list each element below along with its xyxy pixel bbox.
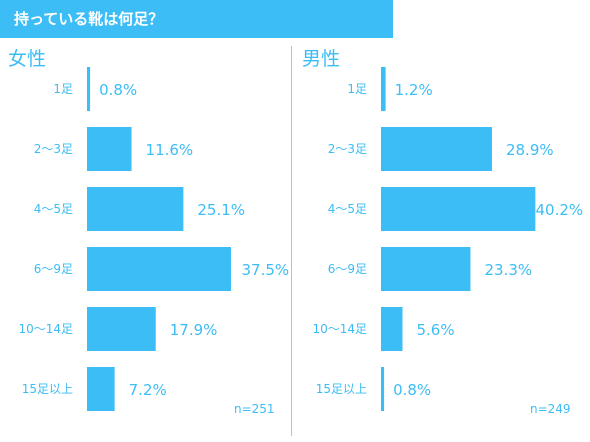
female-bar-chart: 1足 0.8% 2〜3足 11.6% 4〜5足 25.1% 6〜9足 37.5% 10〜14足 1… xyxy=(18,67,290,411)
female-bar xyxy=(87,67,91,111)
male-category-label: 4〜5足 xyxy=(328,202,367,216)
male-category-label: 6〜9足 xyxy=(328,262,367,276)
female-value-label: 11.6% xyxy=(146,141,194,159)
male-bar xyxy=(381,67,386,111)
male-panel: 男性 1足 1.2% 2〜3足 28.9% 4〜5足 40.2% 6〜9足 23.3% 10〜1… xyxy=(294,40,584,442)
chart-title: 持っている靴は何足？ xyxy=(14,10,164,28)
title-bar: 持っている靴は何足？ xyxy=(0,0,393,38)
female-bar xyxy=(87,367,115,411)
male-bar xyxy=(381,127,492,171)
female-category-label: 4〜5足 xyxy=(34,202,73,216)
female-sample-size: n=251 xyxy=(234,402,275,416)
female-category-label: 2〜3足 xyxy=(34,142,73,156)
female-panel-title: 女性 xyxy=(8,48,47,70)
male-value-label: 0.8% xyxy=(393,381,431,399)
male-category-label: 2〜3足 xyxy=(328,142,367,156)
male-bar xyxy=(381,187,536,231)
female-bar xyxy=(87,187,184,231)
male-bar xyxy=(381,307,403,351)
male-value-label: 23.3% xyxy=(484,261,532,279)
female-category-label: 6〜9足 xyxy=(34,262,73,276)
male-value-label: 40.2% xyxy=(536,201,584,219)
female-value-label: 7.2% xyxy=(129,381,167,399)
male-value-label: 28.9% xyxy=(506,141,554,159)
female-category-label: 10〜14足 xyxy=(18,322,73,336)
male-value-label: 1.2% xyxy=(395,81,433,99)
female-category-label: 15足以上 xyxy=(22,382,73,396)
male-bar xyxy=(381,367,385,411)
male-sample-size: n=249 xyxy=(530,402,571,416)
female-bar xyxy=(87,247,231,291)
female-bar xyxy=(87,307,156,351)
male-bar xyxy=(381,247,471,291)
male-value-label: 5.6% xyxy=(417,321,455,339)
female-value-label: 17.9% xyxy=(170,321,218,339)
female-panel: 女性 1足 0.8% 2〜3足 11.6% 4〜5足 25.1% 6〜9足 37.5% 10〜1… xyxy=(0,40,290,442)
female-bar xyxy=(87,127,132,171)
panel-divider xyxy=(291,46,292,436)
female-value-label: 0.8% xyxy=(99,81,137,99)
male-category-label: 1足 xyxy=(347,82,367,96)
female-value-label: 37.5% xyxy=(242,261,290,279)
female-value-label: 25.1% xyxy=(197,201,245,219)
male-panel-title: 男性 xyxy=(302,48,341,70)
male-bar-chart: 1足 1.2% 2〜3足 28.9% 4〜5足 40.2% 6〜9足 23.3% 10〜14足 5… xyxy=(312,67,584,411)
male-category-label: 15足以上 xyxy=(316,382,367,396)
female-category-label: 1足 xyxy=(53,82,73,96)
male-category-label: 10〜14足 xyxy=(312,322,367,336)
